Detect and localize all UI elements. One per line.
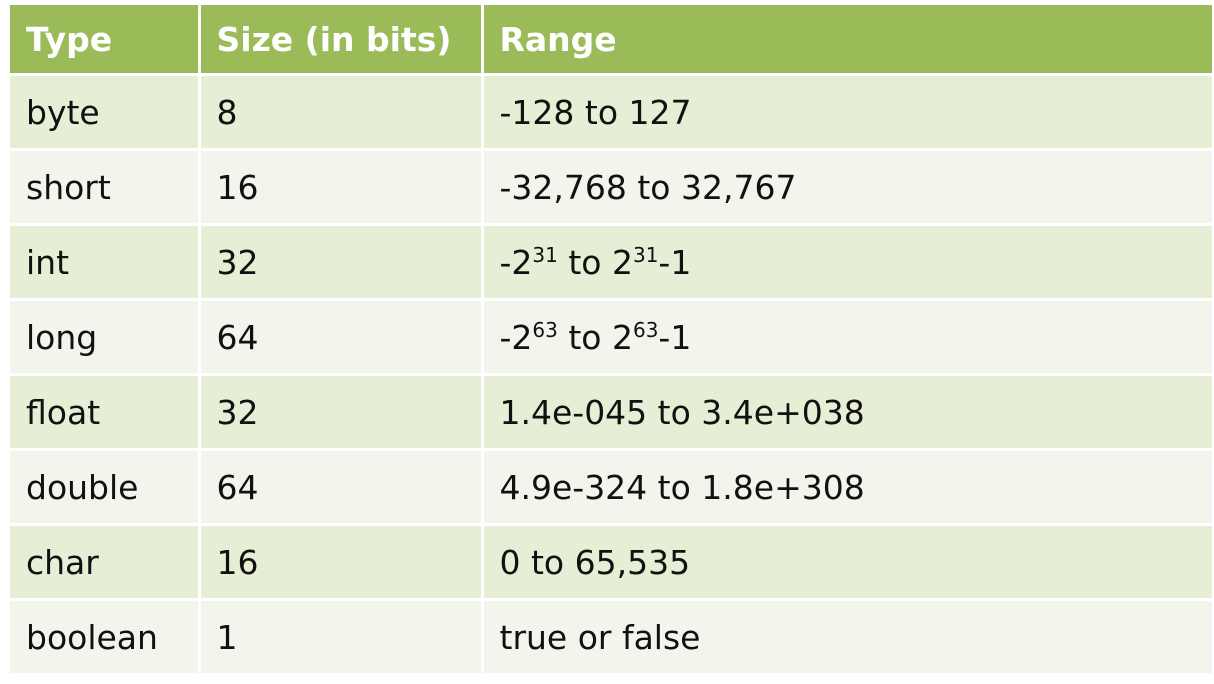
header-range: Range bbox=[482, 5, 1212, 76]
range-exponent: 31 bbox=[532, 242, 558, 267]
range-tail: -1 bbox=[658, 317, 692, 357]
size-cell: 16 bbox=[199, 524, 484, 601]
range-mid: to 2 bbox=[557, 242, 633, 282]
header-size: Size (in bits) bbox=[199, 5, 484, 76]
range-tail: -1 bbox=[658, 242, 692, 282]
range-base: -2 bbox=[499, 317, 533, 357]
table-row: float 32 1.4e-045 to 3.4e+038 bbox=[10, 374, 1212, 451]
size-cell: 64 bbox=[199, 299, 484, 376]
type-cell: long bbox=[10, 299, 201, 376]
range-base: -2 bbox=[499, 242, 533, 282]
size-cell: 16 bbox=[199, 149, 484, 226]
range-cell: 1.4e-045 to 3.4e+038 bbox=[482, 374, 1212, 451]
range-cell: 4.9e-324 to 1.8e+308 bbox=[482, 449, 1212, 526]
range-exponent: 31 bbox=[632, 242, 659, 267]
range-exponent: 63 bbox=[532, 317, 558, 342]
table-row: double 64 4.9e-324 to 1.8e+308 bbox=[10, 449, 1212, 526]
size-cell: 64 bbox=[199, 449, 484, 526]
type-cell: char bbox=[10, 524, 201, 601]
size-cell: 32 bbox=[199, 374, 484, 451]
range-cell: true or false bbox=[482, 599, 1212, 676]
data-types-table: Type Size (in bits) Range byte 8 -128 to… bbox=[10, 5, 1212, 676]
type-cell: boolean bbox=[10, 599, 201, 676]
range-cell: -128 to 127 bbox=[482, 74, 1212, 151]
range-exponent: 63 bbox=[632, 317, 659, 342]
header-type: Type bbox=[10, 5, 201, 76]
type-cell: short bbox=[10, 149, 201, 226]
type-cell: byte bbox=[10, 74, 201, 151]
type-cell: int bbox=[10, 224, 201, 301]
table-header-row: Type Size (in bits) Range bbox=[10, 5, 1212, 76]
size-cell: 32 bbox=[199, 224, 484, 301]
size-cell: 1 bbox=[199, 599, 484, 676]
table-row: byte 8 -128 to 127 bbox=[10, 74, 1212, 151]
table-row: int 32 -231 to 231-1 bbox=[10, 224, 1212, 301]
range-cell: 0 to 65,535 bbox=[482, 524, 1212, 601]
size-cell: 8 bbox=[199, 74, 484, 151]
type-cell: float bbox=[10, 374, 201, 451]
table-row: short 16 -32,768 to 32,767 bbox=[10, 149, 1212, 226]
table-row: boolean 1 true or false bbox=[10, 599, 1212, 676]
range-cell: -231 to 231-1 bbox=[482, 224, 1212, 301]
range-cell: -32,768 to 32,767 bbox=[482, 149, 1212, 226]
range-cell: -263 to 263-1 bbox=[482, 299, 1212, 376]
type-cell: double bbox=[10, 449, 201, 526]
table-row: long 64 -263 to 263-1 bbox=[10, 299, 1212, 376]
range-mid: to 2 bbox=[557, 317, 633, 357]
table-row: char 16 0 to 65,535 bbox=[10, 524, 1212, 601]
